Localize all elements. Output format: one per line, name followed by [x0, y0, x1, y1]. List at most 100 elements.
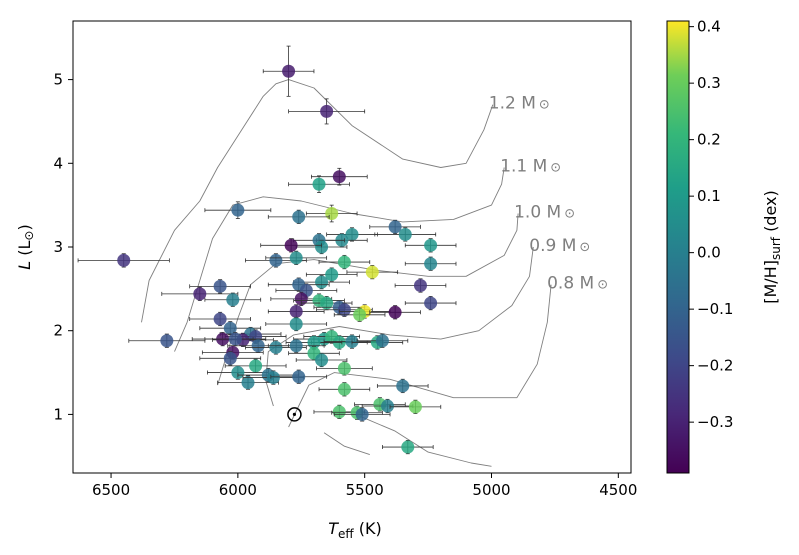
star-point — [424, 238, 438, 252]
star-marker — [128, 333, 206, 348]
star-point — [249, 359, 263, 373]
star-points — [77, 45, 457, 455]
colorbar-tick-label: 0.1 — [697, 187, 721, 205]
star-point — [223, 351, 237, 365]
star-point — [289, 251, 303, 265]
star-point — [117, 253, 131, 267]
colorbar-tick-label: −0.1 — [697, 300, 733, 318]
mass-tracks: 1.2 M ⊙ 1.1 M ⊙ 1.0 M ⊙ 0.9 M ⊙ 0.8 M ⊙ — [141, 79, 608, 467]
star-marker — [404, 238, 457, 253]
star-marker — [376, 378, 429, 394]
star-marker — [311, 167, 368, 186]
star-marker — [369, 305, 421, 320]
sun-dot — [292, 412, 297, 417]
star-marker — [316, 361, 373, 376]
star-point — [266, 371, 280, 385]
star-marker — [267, 304, 325, 319]
star-marker — [265, 316, 328, 332]
star-point — [284, 238, 298, 252]
star-point — [381, 399, 395, 413]
mass-track-label: 1.1 M ⊙ — [500, 157, 561, 177]
y-axis-label-main: L — [15, 261, 34, 270]
star-point — [223, 321, 237, 335]
star-point — [401, 440, 415, 454]
star-point — [213, 312, 227, 326]
y-tick-label: 4 — [53, 154, 63, 172]
star-point — [337, 382, 351, 396]
mass-track-line — [323, 432, 370, 456]
star-marker — [224, 358, 287, 373]
colorbar-label-main: [M/H] — [761, 260, 780, 304]
star-marker — [242, 370, 305, 385]
star-point — [226, 293, 240, 307]
star-marker — [204, 292, 262, 307]
colorbar-tick-label: 0.0 — [697, 244, 721, 262]
sun-ring — [287, 407, 302, 422]
star-point — [231, 203, 245, 217]
y-axis-label: L (L⊙) — [15, 224, 36, 269]
y-axis-label-close: ) — [15, 224, 34, 230]
x-axis-label-main: T — [328, 519, 339, 538]
colorbar-tick-label: −0.2 — [697, 357, 733, 375]
star-point — [315, 275, 329, 289]
star-marker — [204, 331, 267, 347]
star-marker — [189, 279, 251, 294]
star-marker — [288, 98, 366, 125]
star-point — [289, 304, 303, 318]
star-point — [228, 332, 242, 346]
y-tick-label: 2 — [53, 322, 63, 340]
star-marker — [204, 201, 272, 219]
star-marker — [374, 227, 437, 242]
star-marker — [77, 253, 170, 268]
star-point — [213, 279, 227, 293]
mass-track-line — [265, 246, 534, 407]
mass-track-label: 1.0 M ⊙ — [514, 203, 575, 223]
colorbar-tick-label: −0.3 — [697, 413, 733, 431]
star-marker — [267, 338, 325, 353]
star-point — [388, 220, 402, 234]
colorbar — [666, 20, 690, 474]
star-marker — [404, 295, 457, 311]
star-point — [294, 292, 308, 306]
star-marker — [382, 439, 434, 455]
y-axis-label-unit: (L — [15, 240, 34, 260]
star-marker — [356, 333, 409, 348]
axes: 6500 6000 5500 5000 4500 1 2 3 4 5 — [53, 71, 637, 499]
colorbar-tick-label: 0.3 — [697, 74, 721, 92]
star-marker — [404, 256, 457, 271]
star-marker — [316, 302, 373, 317]
star-point — [292, 370, 306, 384]
star-point — [312, 177, 326, 191]
star-point — [160, 334, 174, 348]
star-point — [424, 296, 438, 310]
mass-track-line — [288, 284, 552, 428]
x-tick-label: 5000 — [472, 481, 510, 499]
star-point — [289, 317, 303, 331]
y-tick-label: 5 — [53, 71, 63, 89]
x-tick-label: 4500 — [599, 481, 637, 499]
star-marker — [389, 399, 442, 414]
star-point — [337, 255, 351, 269]
colorbar-label: [M/H]surf (dex) — [761, 190, 783, 304]
star-marker — [333, 407, 391, 422]
star-point — [332, 170, 346, 184]
star-point — [251, 339, 265, 353]
star-marker — [260, 238, 322, 253]
star-marker — [217, 375, 279, 390]
x-axis-label-unit: (K) — [354, 519, 382, 538]
colorbar-ticks: −0.3 −0.2 −0.1 0.0 0.1 0.2 0.3 0.4 — [689, 18, 733, 431]
star-point — [269, 340, 283, 354]
star-point — [345, 227, 359, 241]
star-point — [282, 64, 296, 78]
star-point — [193, 287, 207, 301]
star-marker — [318, 254, 371, 270]
star-point — [289, 339, 303, 353]
star-marker — [295, 352, 348, 368]
star-marker — [267, 209, 330, 224]
star-point — [398, 227, 412, 241]
star-point — [365, 265, 379, 279]
star-marker — [199, 351, 262, 366]
x-axis-label: Teff (K) — [328, 519, 382, 541]
x-tick-label: 6000 — [219, 481, 257, 499]
x-axis-label-sub: eff — [338, 527, 354, 541]
